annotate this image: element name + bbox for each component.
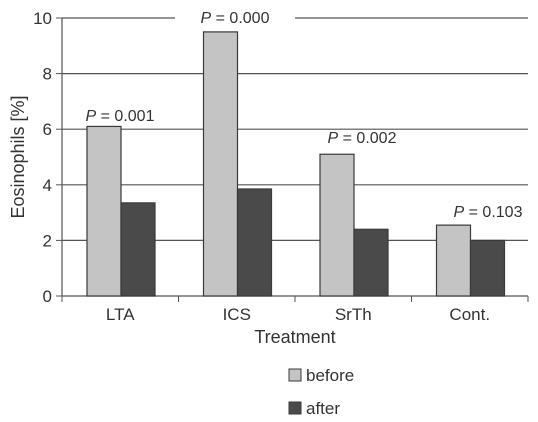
y-tick-label: 0 <box>43 287 52 306</box>
p-value-text: = 0.002 <box>338 130 396 147</box>
bar-after-Cont. <box>469 239 506 297</box>
p-value-annotation: P = 0.103 <box>454 204 523 221</box>
bar-before-LTA <box>86 125 122 297</box>
legend-swatch-after <box>288 401 302 415</box>
x-tick-label: LTA <box>106 305 135 324</box>
p-symbol: P <box>86 108 97 125</box>
legend-label-after: after <box>306 399 340 418</box>
p-value-text: = 0.000 <box>211 10 269 27</box>
x-tick-label: Cont. <box>449 305 490 324</box>
p-value-annotation: P = 0.002 <box>328 130 397 147</box>
p-value-annotation: P = 0.001 <box>86 108 155 125</box>
y-tick-label: 6 <box>43 120 52 139</box>
y-axis-title: Eosinophils [%] <box>8 95 28 218</box>
bar-after-SrTh <box>353 228 389 297</box>
y-tick-label: 8 <box>43 65 52 84</box>
legend-label-before: before <box>306 366 354 385</box>
bar-after-ICS <box>236 188 273 297</box>
x-tick-label: ICS <box>223 305 251 324</box>
y-tick-label: 4 <box>43 176 52 195</box>
y-tick-label: 2 <box>43 231 52 250</box>
p-symbol: P <box>328 130 339 147</box>
bar-before-Cont. <box>435 224 472 297</box>
p-symbol: P <box>454 204 465 221</box>
p-symbol: P <box>201 10 212 27</box>
p-value-annotation: P = 0.000 <box>201 10 270 27</box>
legend-swatch-before <box>288 368 302 382</box>
p-value-text: = 0.103 <box>464 204 522 221</box>
y-tick-label: 10 <box>33 9 52 28</box>
p-value-text: = 0.001 <box>96 108 154 125</box>
bar-after-LTA <box>120 202 156 297</box>
bar-before-ICS <box>202 31 239 297</box>
x-tick-label: SrTh <box>335 305 372 324</box>
annotation-bg <box>175 8 295 27</box>
bar-before-SrTh <box>319 153 355 297</box>
x-axis-title: Treatment <box>254 327 335 347</box>
